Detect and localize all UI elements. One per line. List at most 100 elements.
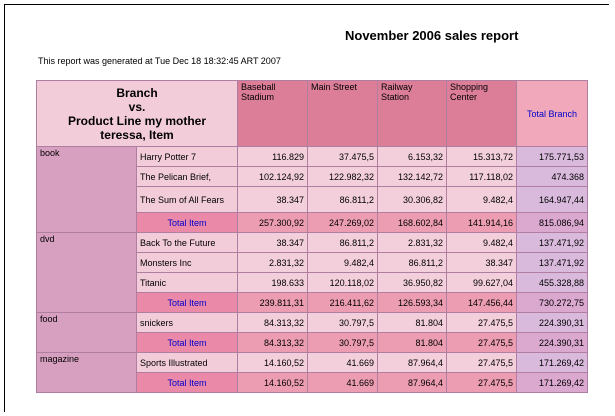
subtotal-label: Total Item [136, 332, 238, 353]
corner-header: Branch vs. Product Line my mother teress… [36, 80, 238, 147]
category-cell: book [36, 146, 137, 233]
value-cell: 41.669 [307, 352, 378, 373]
col-header-shopping-center: Shopping Center [446, 80, 517, 147]
table-row: dvd Back To the Future 38.347 86.811,2 2.831… [36, 232, 588, 313]
value-cell: 9.482,4 [446, 186, 517, 213]
sales-table: Branch vs. Product Line my mother teress… [36, 80, 588, 393]
table-row: Titanic 198.633 120.118,02 36.950,82 99.627,… [37, 272, 588, 293]
header-row: Branch vs. Product Line my mother teress… [36, 80, 588, 147]
item-cell: Monsters Inc [136, 252, 238, 273]
item-cell: The Pelican Brief, [136, 166, 238, 187]
row-total-cell: 455.328,88 [516, 272, 588, 293]
value-cell: 102.124,92 [237, 166, 308, 187]
row-total-cell: 137.471,92 [516, 252, 588, 273]
subtotal-value-cell: 247.269,02 [307, 212, 378, 233]
value-cell: 14.160,52 [237, 352, 308, 373]
value-cell: 30.797,5 [307, 312, 378, 333]
table-row: book Harry Potter 7 116.829 37.475,5 6.153,3… [36, 146, 588, 233]
item-cell: Harry Potter 7 [136, 146, 238, 167]
corner-line-1: Branch [116, 85, 158, 100]
table-row: The Pelican Brief, 102.124,92 122.982,32 13… [37, 166, 588, 187]
category-cell: food [36, 312, 137, 353]
row-total-cell: 224.390,31 [516, 312, 588, 333]
item-cell: Back To the Future [136, 232, 238, 253]
value-cell: 117.118,02 [446, 166, 517, 187]
subtotal-value-cell: 84.313,32 [237, 332, 308, 353]
subtotal-label: Total Item [136, 292, 238, 313]
subtotal-row: Total Item 14.160,52 41.669 87.964,4 27.475,… [37, 372, 588, 393]
report-subtitle: This report was generated at Tue Dec 18 … [38, 56, 281, 66]
value-cell: 81.804 [377, 312, 447, 333]
col-header-railway-station: Railway Station [377, 80, 447, 147]
value-cell: 87.964,4 [377, 352, 447, 373]
value-cell: 38.347 [237, 186, 308, 213]
subtotal-value-cell: 81.804 [377, 332, 447, 353]
value-cell: 86.811,2 [377, 252, 447, 273]
value-cell: 38.347 [237, 232, 308, 253]
value-cell: 132.142,72 [377, 166, 447, 187]
subtotal-total-cell: 730.272,75 [516, 292, 588, 313]
value-cell: 37.475,5 [307, 146, 378, 167]
category-cell: dvd [36, 232, 137, 313]
subtotal-value-cell: 126.593,34 [377, 292, 447, 313]
subtotal-value-cell: 239.811,31 [237, 292, 308, 313]
value-cell: 27.475,5 [446, 312, 517, 333]
corner-line-4: teressa, Item [100, 127, 174, 142]
table-row: magazine Sports Illustrated 14.160,52 41.66… [36, 352, 588, 393]
value-cell: 84.313,32 [237, 312, 308, 333]
value-cell: 198.633 [237, 272, 308, 293]
subtotal-value-cell: 30.797,5 [307, 332, 378, 353]
col-header-main-street: Main Street [307, 80, 378, 147]
value-cell: 2.831,32 [237, 252, 308, 273]
subtotal-value-cell: 41.669 [307, 372, 378, 393]
value-cell: 36.950,82 [377, 272, 447, 293]
subtotal-value-cell: 27.475,5 [446, 372, 517, 393]
value-cell: 9.482,4 [307, 252, 378, 273]
subtotal-total-cell: 815.086,94 [516, 212, 588, 233]
subtotal-row: Total Item 239.811,31 216.411,62 126.593,34… [37, 292, 588, 313]
subtotal-row: Total Item 257.300,92 247.269,02 168.602,84… [37, 212, 588, 233]
subtotal-value-cell: 216.411,62 [307, 292, 378, 313]
value-cell: 38.347 [446, 252, 517, 273]
row-total-cell: 171.269,42 [516, 352, 588, 373]
subtotal-value-cell: 27.475,5 [446, 332, 517, 353]
corner-line-3: Product Line my mother [67, 113, 207, 128]
value-cell: 86.811,2 [307, 186, 378, 213]
category-cell: magazine [36, 352, 137, 393]
subtotal-total-cell: 224.390,31 [516, 332, 588, 353]
item-cell: snickers [136, 312, 238, 333]
col-header-baseball-stadium: Baseball Stadium [237, 80, 308, 147]
subtotal-value-cell: 257.300,92 [237, 212, 308, 233]
col-header-total-branch: Total Branch [516, 80, 588, 147]
subtotal-value-cell: 141.914,16 [446, 212, 517, 233]
row-total-cell: 474.368 [516, 166, 588, 187]
value-cell: 15.313,72 [446, 146, 517, 167]
corner-line-2: vs. [128, 99, 146, 114]
item-cell: Titanic [136, 272, 238, 293]
value-cell: 6.153,32 [377, 146, 447, 167]
subtotal-value-cell: 87.964,4 [377, 372, 447, 393]
value-cell: 2.831,32 [377, 232, 447, 253]
value-cell: 116.829 [237, 146, 308, 167]
table-row: The Sum of All Fears 38.347 86.811,2 30.306… [37, 186, 588, 213]
subtotal-label: Total Item [136, 372, 238, 393]
subtotal-total-cell: 171.269,42 [516, 372, 588, 393]
row-total-cell: 175.771,53 [516, 146, 588, 167]
report-title: November 2006 sales report [345, 28, 519, 43]
item-cell: The Sum of All Fears [136, 186, 238, 213]
item-cell: Sports Illustrated [136, 352, 238, 373]
row-total-cell: 137.471,92 [516, 232, 588, 253]
subtotal-label: Total Item [136, 212, 238, 233]
subtotal-value-cell: 168.602,84 [377, 212, 447, 233]
value-cell: 9.482,4 [446, 232, 517, 253]
subtotal-value-cell: 14.160,52 [237, 372, 308, 393]
subtotal-value-cell: 147.456,44 [446, 292, 517, 313]
value-cell: 122.982,32 [307, 166, 378, 187]
value-cell: 99.627,04 [446, 272, 517, 293]
subtotal-row: Total Item 84.313,32 30.797,5 81.804 27.475,… [37, 332, 588, 353]
value-cell: 120.118,02 [307, 272, 378, 293]
page-border [4, 4, 609, 412]
row-total-cell: 164.947,44 [516, 186, 588, 213]
value-cell: 30.306,82 [377, 186, 447, 213]
table-row: food snickers 84.313,32 30.797,5 81.804 27.47… [36, 312, 588, 353]
